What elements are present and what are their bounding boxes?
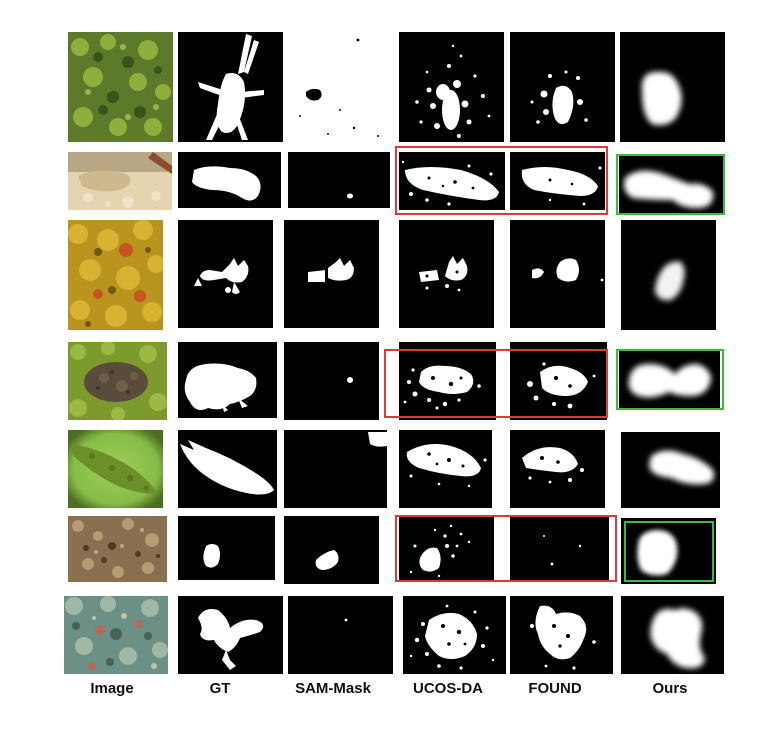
input-image-row-1 <box>68 32 173 142</box>
column-label-sam-mask: SAM-Mask <box>295 680 371 697</box>
gt-mask-row-3 <box>178 220 273 328</box>
ours-mask-row-2 <box>619 154 724 214</box>
ucos-da-mask-row-5 <box>399 430 492 508</box>
found-mask-row-3 <box>510 220 605 328</box>
ours-mask-row-7 <box>621 596 724 674</box>
sam-mask-row-7 <box>288 596 393 674</box>
ucos-da-mask-row-4 <box>399 342 496 420</box>
input-image-row-7 <box>64 596 168 674</box>
gt-mask-row-6 <box>178 516 275 580</box>
sam-mask-row-6 <box>284 516 379 584</box>
ours-mask-row-1 <box>620 32 725 142</box>
column-label-ucos-da: UCOS-DA <box>413 680 483 697</box>
ucos-da-mask-row-3 <box>399 220 494 328</box>
ucos-da-mask-row-2 <box>399 152 505 210</box>
input-image-row-4 <box>68 342 167 420</box>
sam-mask-row-5 <box>284 430 387 508</box>
found-mask-row-1 <box>510 32 615 142</box>
ucos-da-mask-row-6 <box>399 516 494 582</box>
found-mask-row-6 <box>510 516 609 582</box>
input-image-row-6 <box>68 516 167 582</box>
column-label-image: Image <box>90 680 134 697</box>
input-image-row-2 <box>68 152 172 210</box>
input-image-row-3 <box>68 220 163 330</box>
column-label-ours: Ours <box>652 680 688 697</box>
input-image-row-5 <box>68 430 163 508</box>
ours-mask-row-3 <box>621 220 716 330</box>
sam-mask-row-1 <box>288 32 393 142</box>
gt-mask-row-2 <box>178 152 281 208</box>
found-mask-row-2 <box>510 152 605 210</box>
found-mask-row-4 <box>510 342 607 420</box>
column-label-found: FOUND <box>528 680 582 697</box>
found-mask-row-5 <box>510 430 605 508</box>
gt-mask-row-1 <box>178 32 283 142</box>
sam-mask-row-2 <box>288 152 390 208</box>
ucos-da-mask-row-7 <box>403 596 506 674</box>
column-label-gt: GT <box>209 680 231 697</box>
ours-mask-row-5 <box>621 432 720 508</box>
sam-mask-row-4 <box>284 342 379 420</box>
ours-mask-row-4 <box>619 350 720 410</box>
sam-mask-row-3 <box>284 220 379 328</box>
gt-mask-row-7 <box>178 596 283 674</box>
ours-mask-row-6 <box>621 518 716 584</box>
ucos-da-mask-row-1 <box>399 32 504 142</box>
found-mask-row-7 <box>510 596 613 674</box>
gt-mask-row-5 <box>178 430 277 508</box>
gt-mask-row-4 <box>178 342 277 418</box>
